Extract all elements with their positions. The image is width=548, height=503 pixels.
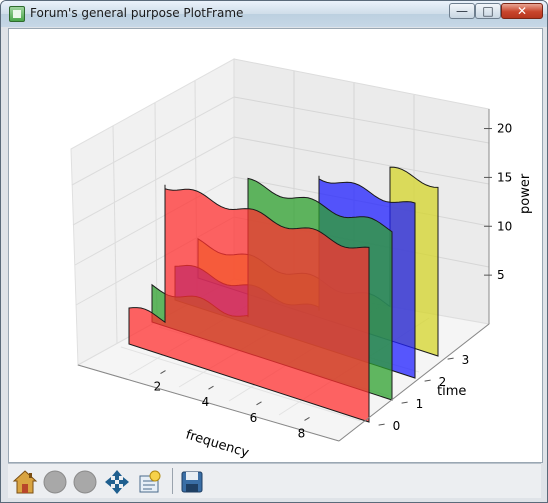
axis-lines [77, 109, 490, 442]
minimize-icon: — [456, 4, 468, 18]
window-title: Forum's general purpose PlotFrame [30, 6, 244, 20]
x-tick-label: 4 [202, 395, 210, 409]
3d-plot: 2 4 6 8 0 1 2 3 5 10 15 20 frequency time power [70, 58, 533, 461]
toolbar-separator [172, 468, 173, 494]
z-tick-label: 20 [497, 122, 512, 136]
navigation-toolbar [8, 463, 541, 498]
zoom-icon [139, 470, 161, 493]
y-tick-mark [447, 357, 454, 360]
plot-canvas[interactable]: 2 4 6 8 0 1 2 3 5 10 15 20 frequency time power [8, 28, 543, 463]
y-tick-mark [378, 423, 385, 426]
z-axis-ticks: 5 10 15 20 [484, 122, 512, 282]
x-tick-label: 2 [154, 380, 162, 394]
app-icon [9, 6, 25, 22]
y-tick-label: 2 [439, 375, 447, 389]
title-bar[interactable]: Forum's general purpose PlotFrame — □ ✕ [1, 1, 547, 27]
y-tick-label: 0 [393, 419, 401, 433]
x-tick-mark [256, 401, 262, 406]
maximize-button[interactable]: □ [475, 3, 501, 19]
x-tick-label: 8 [298, 426, 306, 440]
y-tick-label: 3 [462, 353, 470, 367]
minimize-button[interactable]: — [449, 3, 475, 19]
y-tick-mark [424, 379, 431, 382]
x-axis-ticks: 2 4 6 8 [154, 370, 310, 440]
series-area-time-0 [128, 184, 370, 423]
series-layer [128, 166, 439, 423]
save-icon [181, 471, 203, 493]
y-tick-label: 1 [416, 397, 424, 411]
x-tick-label: 6 [250, 411, 258, 425]
back-icon [43, 470, 67, 494]
x-tick-mark [160, 370, 166, 375]
zoom-button[interactable] [135, 468, 163, 496]
home-icon [12, 470, 38, 494]
x-axis-label: frequency [184, 427, 251, 460]
y-axis-ticks: 0 1 2 3 [378, 353, 470, 433]
close-button[interactable]: ✕ [501, 3, 543, 19]
save-button[interactable] [178, 468, 206, 496]
x-tick-mark [208, 385, 214, 390]
back-button[interactable] [41, 468, 69, 496]
pan-button[interactable] [103, 468, 131, 496]
y-axis-label: time [437, 384, 466, 399]
home-button[interactable] [11, 468, 39, 496]
close-icon: ✕ [516, 4, 528, 18]
z-tick-label: 10 [497, 219, 512, 233]
z-axis-label: power [518, 173, 533, 214]
forward-button[interactable] [71, 468, 99, 496]
z-tick-label: 5 [497, 268, 505, 282]
pan-icon [105, 470, 129, 494]
z-tick-label: 15 [497, 170, 512, 184]
maximize-icon: □ [482, 4, 494, 18]
y-tick-mark [401, 401, 408, 404]
forward-icon [73, 470, 97, 494]
x-tick-mark [304, 416, 310, 421]
